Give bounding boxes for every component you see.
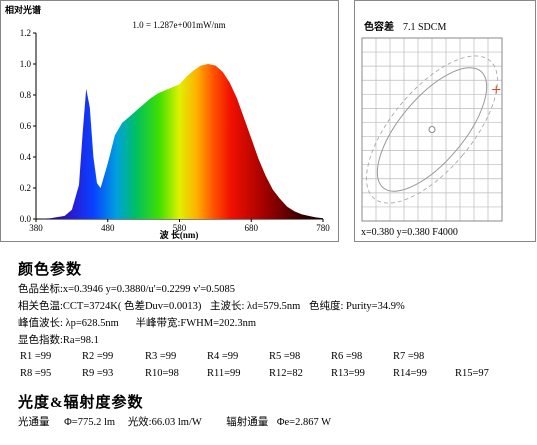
render-index-value: R1 =99 bbox=[20, 351, 52, 362]
sdcm-ellipse-outer bbox=[366, 55, 498, 204]
purity-text: 色纯度: Purity=34.9% bbox=[308, 301, 405, 312]
render-index-value: R9 =93 bbox=[82, 368, 114, 379]
render-index-value: R4 =99 bbox=[207, 351, 239, 362]
cct-text: 相关色温:CCT=3724K( 色差Duv=0.0013) bbox=[18, 301, 202, 312]
sdcm-measured-point bbox=[492, 85, 501, 94]
sdcm-ellipse-inner bbox=[376, 67, 488, 192]
x-tick-label: 780 bbox=[316, 223, 330, 233]
render-index-value: R11=99 bbox=[207, 368, 241, 379]
cct-line: 相关色温:CCT=3724K( 色差Duv=0.0013) 主波长: λd=57… bbox=[18, 298, 405, 313]
x-tick-label: 380 bbox=[29, 223, 43, 233]
render-index-value: R15=97 bbox=[455, 368, 489, 379]
y-tick-label: 0.8 bbox=[20, 90, 32, 100]
spectrum-chart-panel: 1.2 1.0 0.8 0.6 0.4 0.2 0.0 380 480 580 680 780 相对光… bbox=[0, 0, 339, 242]
spectrum-ylabel: 相对光谱 bbox=[5, 4, 41, 15]
peak-wavelength-text: 峰值波长: λp=628.5nm bbox=[18, 318, 119, 329]
efficacy-text: 光效:66.03 lm/W bbox=[127, 417, 202, 428]
sdcm-chart-panel: 色容差 7.1 SDCM x=0.380 y=0.380 F4000 bbox=[354, 0, 536, 242]
x-tick-label: 480 bbox=[101, 223, 115, 233]
render-index-value: R10=98 bbox=[145, 368, 179, 379]
dominant-wavelength-text: 主波长: λd=579.5nm bbox=[209, 301, 301, 312]
x-tick-label: 680 bbox=[245, 223, 259, 233]
render-index-value: R6 =98 bbox=[331, 351, 363, 362]
y-tick-label: 0.2 bbox=[20, 183, 31, 193]
y-tick-label: 1.0 bbox=[20, 59, 32, 69]
sdcm-reference-point bbox=[428, 126, 436, 133]
flux-label: 光通量 bbox=[18, 417, 50, 428]
render-index-value: R5 =98 bbox=[269, 351, 301, 362]
peak-line: 峰值波长: λp=628.5nm 半峰带宽:FWHM=202.3nm bbox=[18, 315, 256, 330]
sdcm-title: 色容差 bbox=[364, 20, 394, 33]
y-tick-label: 0.0 bbox=[20, 214, 32, 224]
render-index-value: R12=82 bbox=[269, 368, 303, 379]
render-index-value: R7 =98 bbox=[393, 351, 425, 362]
radiant-flux-value: Φe=2.867 W bbox=[276, 417, 332, 428]
cri-line: 显色指数:Ra=98.1 bbox=[18, 335, 99, 346]
flux-value: Φ=775.2 lm bbox=[64, 417, 116, 428]
color-params-heading: 颜色参数 bbox=[18, 262, 83, 278]
y-tick-label: 0.6 bbox=[20, 121, 32, 131]
render-index-value: R14=99 bbox=[393, 368, 427, 379]
render-index-value: R13=99 bbox=[331, 368, 365, 379]
sdcm-plot-border bbox=[361, 37, 503, 222]
sdcm-chart: 色容差 7.1 SDCM x=0.380 y=0.380 F4000 bbox=[361, 20, 503, 238]
spectrum-xlabel: 波 长(nm) bbox=[160, 229, 199, 240]
render-index-value: R3 =99 bbox=[145, 351, 177, 362]
radiant-flux-label: 辐射通量 bbox=[226, 417, 269, 428]
photometric-heading: 光度&辐射度参数 bbox=[18, 395, 144, 411]
fwhm-text: 半峰带宽:FWHM=202.3nm bbox=[135, 318, 257, 329]
render-index-value: R2 =99 bbox=[82, 351, 114, 362]
sdcm-footer: x=0.380 y=0.380 F4000 bbox=[361, 227, 458, 238]
spectrum-area bbox=[36, 64, 323, 219]
x-tick-label: 580 bbox=[173, 223, 187, 233]
y-tick-label: 1.2 bbox=[20, 28, 31, 38]
sdcm-value: 7.1 SDCM bbox=[403, 22, 446, 33]
flux-line: 光通量 Φ=775.2 lm 光效:66.03 lm/W 辐射通量 Φe=2.8… bbox=[18, 414, 331, 429]
chromaticity-line: 色品坐标:x=0.3946 y=0.3880/u'=0.2299 v'=0.50… bbox=[18, 284, 236, 295]
y-tick-label: 0.4 bbox=[20, 152, 32, 162]
render-index-value: R8 =95 bbox=[20, 368, 52, 379]
spectrum-header: 1.0 = 1.287e+001mW/nm bbox=[132, 20, 225, 30]
